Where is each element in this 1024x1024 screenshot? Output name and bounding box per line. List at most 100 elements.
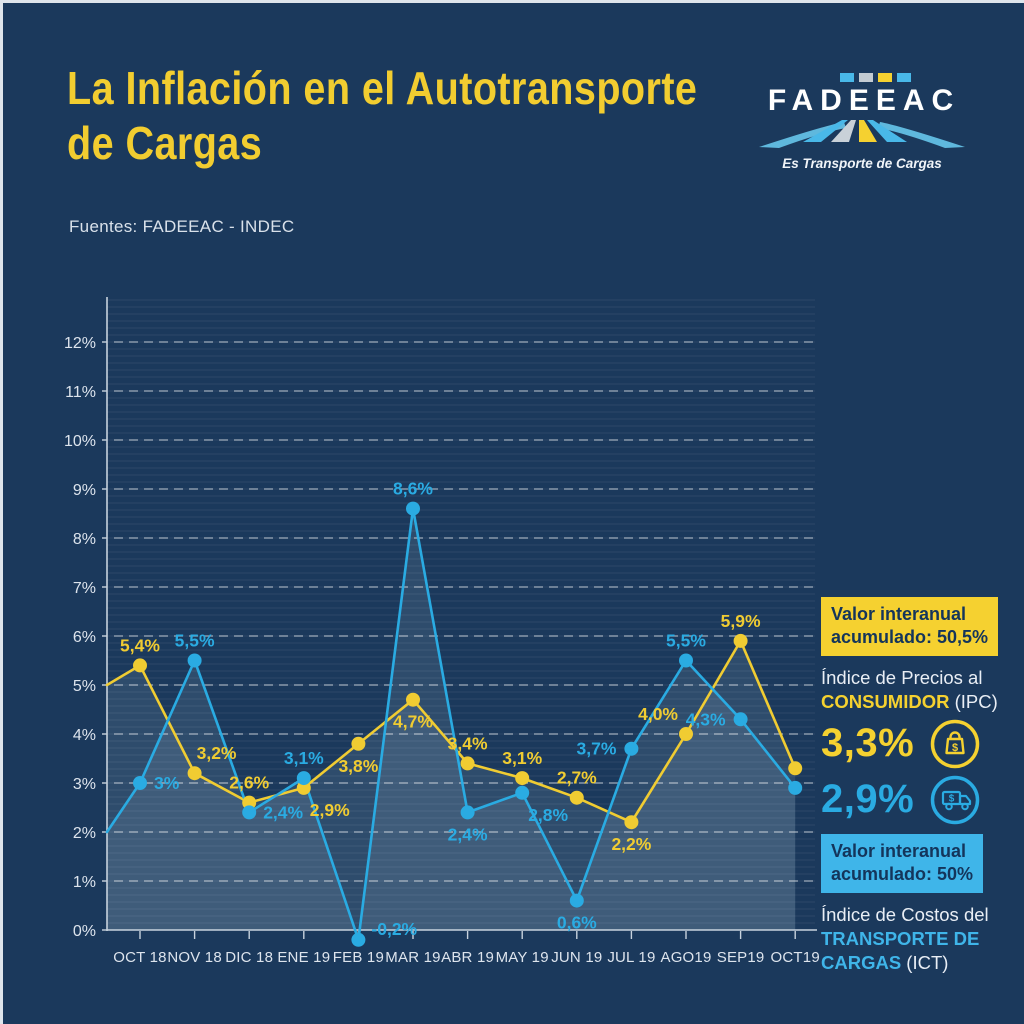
- ipc-badge-line2: acumulado: 50,5%: [831, 627, 989, 648]
- series-line: [105, 639, 797, 824]
- ict-badge-line2: acumulado: 50%: [831, 864, 974, 885]
- data-label: 4,7%: [393, 712, 433, 732]
- logo-squares-icon: [779, 73, 971, 82]
- x-tick-label: JUN 19: [551, 949, 602, 966]
- data-label: 5,5%: [666, 631, 706, 651]
- x-tick-label: MAY 19: [496, 949, 549, 966]
- data-label: 3,8%: [338, 756, 378, 776]
- data-label: 4,0%: [638, 704, 678, 724]
- data-point: [296, 771, 311, 786]
- ict-monthly-value: 2,9%: [821, 777, 915, 822]
- data-point: [242, 805, 257, 820]
- data-label: 8,6%: [393, 479, 433, 499]
- x-tick-label: NOV 18: [167, 949, 222, 966]
- axis-ticks: [102, 341, 796, 939]
- page-title: La Inflación en el Autotransporte de Car…: [67, 61, 697, 171]
- data-label: 5,9%: [721, 611, 761, 631]
- ipc-badge-line1: Valor interanual: [831, 604, 967, 624]
- fadeeac-logo: FADEEAC Es Transporte de Cargas: [753, 73, 971, 171]
- data-point: [733, 633, 748, 648]
- data-label: 2,7%: [557, 768, 597, 788]
- data-label: 2,6%: [229, 773, 269, 793]
- y-tick-label: 8%: [73, 531, 96, 548]
- y-tick-label: 1%: [73, 874, 96, 891]
- data-label: 2,4%: [448, 824, 488, 844]
- svg-text:$: $: [952, 742, 958, 754]
- data-point: [296, 780, 311, 795]
- ict-badge-line1: Valor interanual: [831, 840, 967, 861]
- data-label: 2,8%: [528, 805, 568, 825]
- page-title-line2: de Cargas: [67, 117, 263, 170]
- data-label: 3,7%: [577, 739, 617, 759]
- data-label: 0,6%: [557, 913, 597, 933]
- data-label: -0,2%: [371, 919, 417, 939]
- x-tick-label: ENE 19: [277, 949, 330, 966]
- ipc-monthly-value: 3,3%: [821, 721, 915, 766]
- series-points: [133, 501, 803, 947]
- data-point: [733, 712, 748, 727]
- y-tick-label: 10%: [64, 433, 96, 450]
- data-label: 3,4%: [448, 733, 488, 753]
- x-tick-label: DIC 18: [225, 949, 273, 966]
- data-point: [133, 658, 147, 673]
- data-point: [515, 771, 530, 786]
- data-label: 4,3%: [686, 709, 726, 729]
- y-tick-label: 11%: [65, 384, 96, 401]
- ict-value-row: 2,9% $: [821, 774, 1017, 826]
- x-tick-label: FEB 19: [333, 949, 384, 966]
- x-tick-label: OCT 18: [113, 949, 166, 966]
- summary-panel: Valor interanual acumulado: 50,5% Índice…: [821, 597, 1017, 975]
- logo-wordmark: FADEEAC: [767, 84, 961, 117]
- data-point: [242, 795, 257, 810]
- ict-accumulated-badge: Valor interanual acumulado: 50%: [821, 833, 984, 893]
- logo-tagline: Es Transporte de Cargas: [782, 156, 942, 171]
- data-point: [460, 756, 475, 771]
- page-title-line1: La Inflación en el Autotransporte: [67, 62, 698, 114]
- y-tick-label: 2%: [73, 825, 96, 842]
- y-axis-labels: 0% 1% 2% 3% 4% 5% 6% 7% 8% 9% 10% 11% 12%: [64, 335, 96, 940]
- axes: [106, 297, 817, 931]
- data-label: 5,5%: [175, 631, 215, 651]
- data-point: [187, 653, 202, 668]
- data-label: 5,4%: [120, 635, 160, 655]
- data-point: [460, 805, 475, 820]
- data-point: [187, 766, 202, 781]
- y-tick-label: 5%: [73, 678, 96, 695]
- ipc-value-row: 3,3% $: [821, 718, 1017, 770]
- data-label: 3,1%: [502, 748, 542, 768]
- x-tick-label: MAR 19: [385, 949, 440, 966]
- data-point: [679, 653, 693, 668]
- svg-text:$: $: [949, 793, 955, 804]
- x-tick-label: JUL 19: [607, 949, 655, 966]
- x-tick-label: ABR 19: [441, 949, 494, 966]
- inflation-line-chart: 0% 1% 2% 3% 4% 5% 6% 7% 8% 9% 10% 11% 12% OCT 18 NOV …: [64, 297, 820, 966]
- data-point: [351, 736, 366, 751]
- data-point: [351, 932, 366, 947]
- data-point: [679, 727, 693, 741]
- ict-index-label: Índice de Costos del TRANSPORTE DE CARGA…: [821, 903, 989, 973]
- data-label: 2,2%: [611, 834, 651, 854]
- y-tick-label: 3%: [73, 776, 96, 793]
- x-tick-label: OCT19: [771, 949, 820, 966]
- series-lines: [105, 507, 797, 942]
- x-tick-label: SEP19: [717, 949, 765, 966]
- y-tick-label: 9%: [73, 482, 96, 499]
- plot-texture: [107, 297, 815, 930]
- y-tick-label: 7%: [73, 580, 96, 597]
- data-label: 2,4%: [263, 802, 303, 822]
- y-tick-label: 6%: [73, 629, 96, 646]
- data-point: [133, 776, 147, 790]
- y-tick-label: 0%: [73, 923, 96, 940]
- data-label: 3%: [154, 773, 180, 793]
- x-axis-labels: OCT 18 NOV 18 DIC 18 ENE 19 FEB 19 MAR 19 ABR …: [113, 949, 820, 966]
- data-point: [515, 785, 530, 800]
- data-point: [788, 761, 803, 776]
- series-line: [105, 507, 797, 942]
- data-point: [569, 893, 584, 908]
- gridlines: [114, 341, 815, 882]
- ipc-accumulated-badge: Valor interanual acumulado: 50,5%: [821, 597, 999, 656]
- truck-icon: $: [930, 775, 980, 825]
- data-label: 2,9%: [310, 800, 350, 820]
- y-tick-label: 12%: [64, 335, 96, 352]
- data-label: 3,2%: [197, 743, 237, 763]
